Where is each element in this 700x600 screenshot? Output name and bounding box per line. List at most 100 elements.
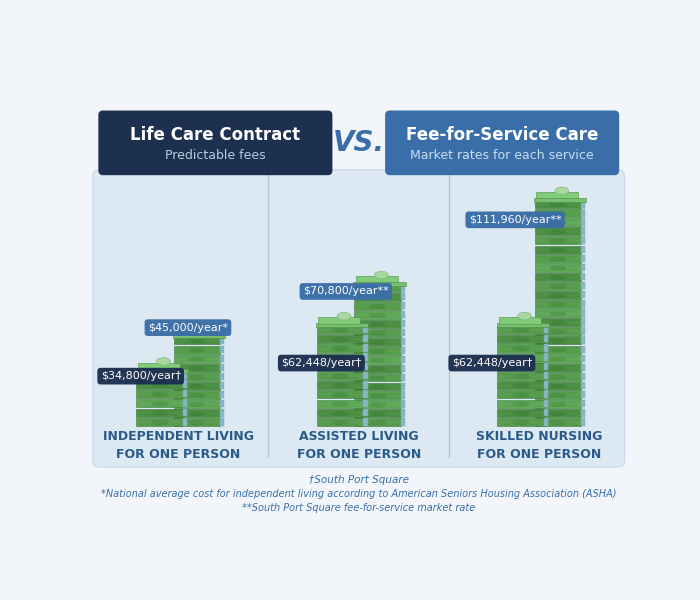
Ellipse shape bbox=[369, 331, 386, 336]
Ellipse shape bbox=[369, 286, 386, 291]
Ellipse shape bbox=[332, 355, 349, 361]
Ellipse shape bbox=[369, 412, 386, 416]
Bar bbox=[535, 364, 581, 371]
Text: SKILLED NURSING
FOR ONE PERSON: SKILLED NURSING FOR ONE PERSON bbox=[476, 430, 603, 461]
Text: $34,800/year†: $34,800/year† bbox=[101, 371, 181, 381]
Bar bbox=[581, 227, 585, 235]
Bar bbox=[544, 362, 548, 370]
FancyBboxPatch shape bbox=[536, 192, 578, 198]
Bar bbox=[363, 418, 368, 425]
Bar bbox=[317, 326, 363, 334]
Bar bbox=[363, 353, 368, 361]
Ellipse shape bbox=[550, 275, 566, 280]
Ellipse shape bbox=[151, 382, 168, 388]
Bar bbox=[400, 347, 405, 354]
Bar bbox=[544, 326, 548, 333]
Bar bbox=[220, 400, 224, 407]
Bar bbox=[317, 372, 363, 380]
Bar bbox=[581, 391, 585, 398]
Bar bbox=[354, 311, 400, 319]
Bar bbox=[498, 362, 544, 371]
Ellipse shape bbox=[369, 367, 386, 371]
Ellipse shape bbox=[374, 271, 388, 279]
Ellipse shape bbox=[188, 375, 205, 380]
Bar bbox=[535, 209, 581, 217]
Bar bbox=[535, 355, 581, 362]
Ellipse shape bbox=[550, 220, 566, 226]
Ellipse shape bbox=[369, 358, 386, 362]
Bar bbox=[535, 264, 581, 272]
Ellipse shape bbox=[332, 401, 349, 407]
Bar bbox=[363, 326, 368, 333]
Bar bbox=[400, 293, 405, 301]
Bar bbox=[400, 329, 405, 336]
Bar bbox=[174, 373, 220, 381]
Ellipse shape bbox=[151, 401, 168, 406]
Bar bbox=[535, 409, 581, 417]
FancyBboxPatch shape bbox=[93, 170, 624, 467]
Bar bbox=[136, 399, 183, 407]
Bar bbox=[498, 335, 544, 343]
Bar bbox=[173, 334, 225, 338]
Bar bbox=[497, 323, 549, 327]
Ellipse shape bbox=[512, 392, 529, 397]
Bar bbox=[400, 418, 405, 425]
Bar bbox=[535, 273, 581, 281]
Bar bbox=[544, 409, 548, 416]
Bar bbox=[581, 218, 585, 226]
Ellipse shape bbox=[188, 393, 205, 398]
Bar bbox=[581, 409, 585, 416]
Bar bbox=[174, 337, 220, 344]
Bar bbox=[581, 300, 585, 308]
Bar bbox=[535, 300, 581, 308]
Bar bbox=[544, 372, 548, 379]
Bar bbox=[535, 227, 581, 235]
Bar bbox=[354, 302, 400, 310]
Bar bbox=[498, 344, 544, 352]
Bar bbox=[220, 391, 224, 398]
Bar bbox=[544, 418, 548, 425]
Bar bbox=[354, 409, 400, 417]
Bar bbox=[498, 353, 544, 361]
Bar bbox=[535, 200, 581, 208]
Ellipse shape bbox=[332, 420, 349, 425]
Bar bbox=[498, 381, 544, 389]
Ellipse shape bbox=[369, 421, 386, 425]
Bar bbox=[136, 418, 183, 426]
Ellipse shape bbox=[512, 374, 529, 379]
Bar bbox=[317, 362, 363, 371]
Bar bbox=[136, 371, 183, 379]
FancyBboxPatch shape bbox=[385, 110, 619, 175]
Ellipse shape bbox=[188, 347, 205, 353]
Bar bbox=[220, 364, 224, 371]
FancyBboxPatch shape bbox=[318, 317, 360, 323]
Bar bbox=[183, 390, 187, 397]
FancyBboxPatch shape bbox=[356, 276, 398, 283]
Bar bbox=[400, 320, 405, 327]
Bar bbox=[581, 418, 585, 425]
Ellipse shape bbox=[188, 411, 205, 416]
Ellipse shape bbox=[512, 365, 529, 370]
Ellipse shape bbox=[369, 340, 386, 345]
Bar bbox=[317, 335, 363, 343]
Ellipse shape bbox=[188, 402, 205, 407]
Bar bbox=[363, 362, 368, 370]
Bar bbox=[183, 380, 187, 388]
Bar bbox=[581, 209, 585, 217]
Bar bbox=[363, 409, 368, 416]
Text: INDEPENDENT LIVING
FOR ONE PERSON: INDEPENDENT LIVING FOR ONE PERSON bbox=[103, 430, 253, 461]
Bar bbox=[354, 320, 400, 328]
Bar bbox=[354, 356, 400, 364]
Ellipse shape bbox=[550, 411, 566, 416]
Ellipse shape bbox=[550, 239, 566, 244]
Bar bbox=[581, 254, 585, 262]
Bar bbox=[354, 282, 405, 286]
Ellipse shape bbox=[550, 211, 566, 216]
Ellipse shape bbox=[369, 295, 386, 300]
Bar bbox=[316, 323, 368, 327]
Bar bbox=[183, 399, 187, 407]
Ellipse shape bbox=[188, 366, 205, 371]
Text: Market rates for each service: Market rates for each service bbox=[410, 149, 594, 161]
Ellipse shape bbox=[512, 420, 529, 425]
Bar bbox=[498, 409, 544, 417]
